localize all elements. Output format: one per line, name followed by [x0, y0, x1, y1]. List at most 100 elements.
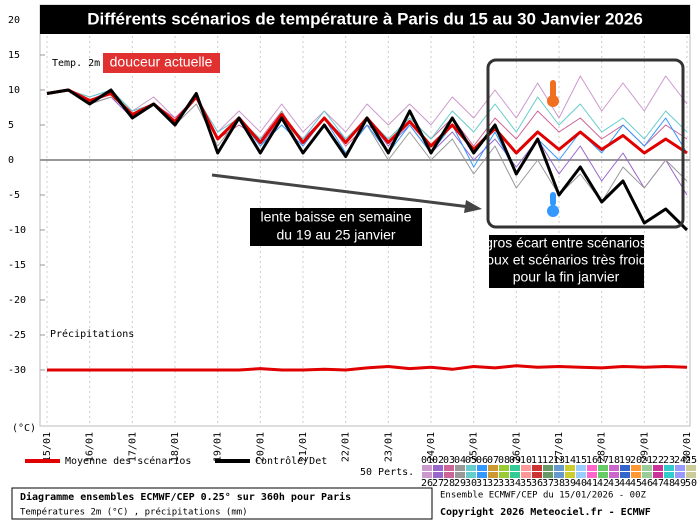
x-tick-label: 28/01: [597, 432, 608, 462]
y-tick-label: 0: [8, 155, 14, 166]
x-tick-label: 20/01: [255, 432, 266, 462]
member-swatch: [686, 472, 696, 478]
x-tick-label: 29/01: [639, 432, 650, 462]
member-swatch: [499, 465, 509, 471]
member-label: 12: [542, 455, 554, 466]
member-swatch: [587, 465, 597, 471]
y-tick-label: 20: [8, 15, 20, 26]
member-label: 44: [619, 478, 631, 489]
member-label: 22: [652, 455, 664, 466]
footer-text: Copyright 2026 Meteociel.fr - ECMWF: [440, 506, 651, 518]
x-tick-label: 24/01: [426, 432, 437, 462]
member-swatch: [664, 465, 674, 471]
member-swatch: [444, 472, 454, 478]
member-label: 06: [476, 455, 488, 466]
member-swatch: [433, 465, 443, 471]
member-label: 34: [509, 478, 521, 489]
member-label: 31: [476, 478, 488, 489]
member-swatch: [554, 465, 564, 471]
member-label: 04: [454, 455, 466, 466]
member-label: 42: [597, 478, 609, 489]
member-label: 28: [443, 478, 455, 489]
y-tick-label: -5: [8, 190, 20, 201]
member-swatch: [631, 465, 641, 471]
annotation-box: [250, 208, 422, 246]
annotation: pour la fin janvier: [513, 269, 620, 285]
temp-label: Temp. 2m: [52, 58, 100, 69]
member-label: 50: [685, 478, 697, 489]
legend-label: Moyenne des scénarios: [65, 455, 191, 467]
x-tick-label: 21/01: [298, 432, 309, 462]
x-tick-label: 23/01: [383, 432, 394, 462]
member-swatch: [565, 465, 575, 471]
highlight-box: [486, 58, 685, 229]
member-swatch: [609, 472, 619, 478]
member-label: 16: [586, 455, 598, 466]
member-swatch: [422, 465, 432, 471]
member-label: 21: [641, 455, 653, 466]
x-tick-label: 15/01: [42, 432, 53, 462]
member-swatch: [686, 465, 696, 471]
x-tick-label: 19/01: [213, 432, 224, 462]
y-tick-label: -15: [8, 260, 26, 271]
member-swatch: [554, 472, 564, 478]
member-swatch: [455, 465, 465, 471]
x-tick-label: 26/01: [511, 432, 522, 462]
member-label: 43: [608, 478, 620, 489]
member-swatch: [598, 465, 608, 471]
y-tick-label: 10: [8, 85, 20, 96]
member-label: 14: [564, 455, 576, 466]
member-label: 38: [553, 478, 565, 489]
x-tick-label: 30/01: [682, 432, 693, 462]
arrow-head: [464, 200, 482, 213]
annotation-box: [103, 53, 220, 73]
title-box: [40, 5, 690, 34]
member-label: 18: [608, 455, 620, 466]
member-label: 37: [542, 478, 554, 489]
y-tick-label: 15: [8, 50, 20, 61]
precip-label: Précipitations: [50, 328, 134, 340]
member-swatch: [576, 465, 586, 471]
y-tick-label: 5: [8, 120, 14, 131]
chart-title: Différents scénarios de température à Pa…: [87, 9, 643, 28]
member-label: 41: [586, 478, 598, 489]
member-swatch: [642, 472, 652, 478]
member-swatch: [653, 472, 663, 478]
member-label: 27: [432, 478, 444, 489]
member-label: 48: [663, 478, 675, 489]
arrow: [211, 173, 471, 209]
member-label: 25: [685, 455, 697, 466]
member-label: 49: [674, 478, 686, 489]
series-line: [46, 88, 689, 232]
member-swatch: [477, 472, 487, 478]
footer-text: Ensemble ECMWF/CEP du 15/01/2026 - 00Z: [440, 491, 646, 501]
member-swatch: [576, 472, 586, 478]
member-label: 08: [498, 455, 510, 466]
member-label: 36: [531, 478, 543, 489]
thermometer-cold: [547, 205, 559, 217]
footer-box: [11, 487, 433, 520]
member-swatch: [642, 465, 652, 471]
member-swatch: [598, 472, 608, 478]
member-swatch: [620, 472, 630, 478]
member-swatch: [422, 472, 432, 478]
member-label: 23: [663, 455, 675, 466]
member-line: [46, 75, 688, 133]
precip-line: [47, 364, 688, 372]
member-label: 11: [531, 455, 543, 466]
unit-label: (°C): [12, 423, 36, 434]
member-label: 01: [421, 455, 433, 466]
member-swatch: [675, 472, 685, 478]
member-swatch: [565, 472, 575, 478]
thermometer-cold: [550, 192, 556, 206]
member-label: 20: [630, 455, 642, 466]
member-swatch: [587, 472, 597, 478]
x-tick-label: 25/01: [469, 432, 480, 462]
member-label: 35: [520, 478, 532, 489]
member-swatch: [532, 472, 542, 478]
footer-text: Températures 2m (°C) , précipitations (m…: [20, 507, 248, 518]
member-label: 03: [443, 455, 455, 466]
x-tick-label: 22/01: [341, 432, 352, 462]
member-swatch: [488, 465, 498, 471]
